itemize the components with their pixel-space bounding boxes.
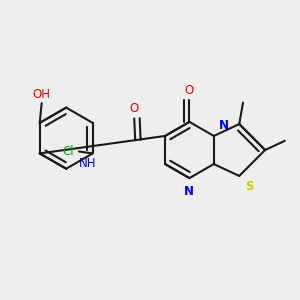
Text: N: N [184,185,194,198]
Text: S: S [245,180,254,193]
Text: NH: NH [79,157,96,170]
Text: O: O [185,84,194,97]
Text: OH: OH [33,88,51,101]
Text: N: N [219,119,229,132]
Text: Cl: Cl [62,145,74,158]
Text: O: O [130,103,139,116]
